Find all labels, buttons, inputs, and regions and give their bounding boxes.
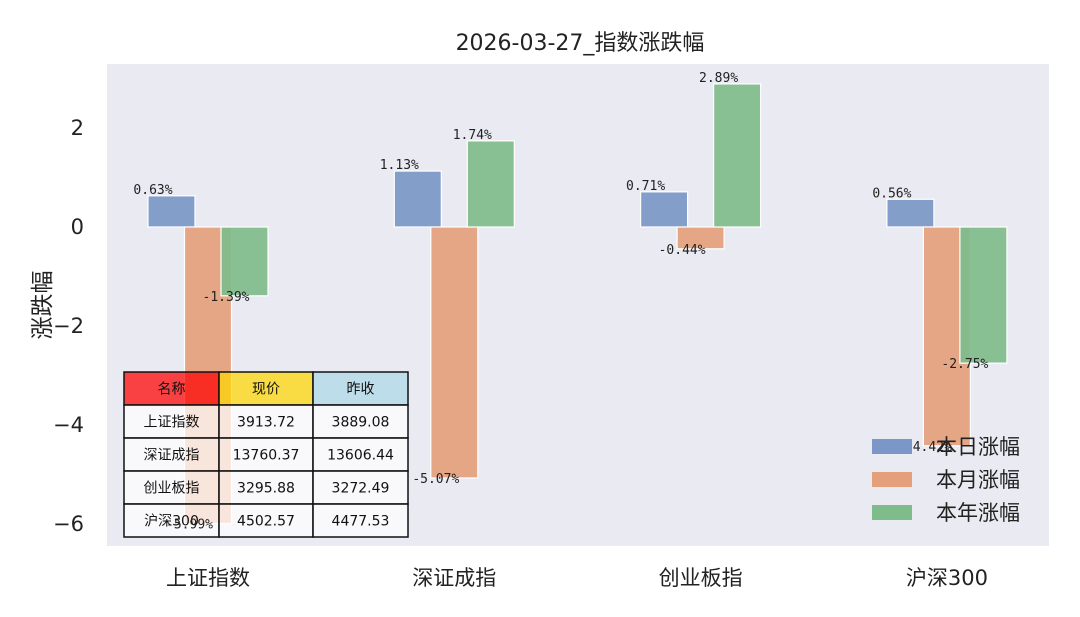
- table-header-text: 昨收: [347, 382, 375, 398]
- table-cell-text: 4502.57: [237, 514, 295, 530]
- table-header-cell: [312, 371, 409, 406]
- table-cell-text: 上证指数: [144, 415, 200, 431]
- table-cell-text: 深证成指: [144, 448, 200, 464]
- bar: [886, 198, 935, 228]
- bar: [147, 195, 196, 228]
- table-header-cell: [218, 371, 314, 406]
- data-label: 1.13%: [380, 158, 419, 173]
- table-cell: [218, 503, 314, 538]
- table-cell-text: 3889.08: [332, 415, 390, 431]
- table-header-text: 名称: [158, 382, 186, 398]
- legend-swatch: [872, 439, 912, 454]
- bar: [220, 226, 269, 297]
- legend-label: 本日涨幅: [936, 435, 1020, 459]
- legend-swatch: [872, 505, 912, 520]
- legend-swatch: [872, 472, 912, 487]
- bar: [712, 83, 762, 228]
- y-axis-label: 涨跌幅: [30, 271, 56, 340]
- table-cell-text: 13606.44: [327, 448, 394, 464]
- table-cell-text: 13760.37: [233, 448, 300, 464]
- table-cell: [312, 503, 409, 538]
- table-cell: [123, 470, 220, 505]
- table-cell-text: 3272.49: [332, 481, 390, 497]
- data-label: -1.39%: [203, 290, 250, 305]
- x-tick-label: 沪深300: [906, 566, 988, 590]
- bar: [959, 226, 1008, 364]
- table-cell: [123, 404, 220, 439]
- x-tick-label: 上证指数: [166, 566, 250, 590]
- bar: [466, 140, 515, 228]
- data-labels: 0.63% 1.13% 0.71% 0.56% -5.99% -5.07% -0.44% -4…: [133, 71, 988, 533]
- table-cell-text: 沪深300: [144, 514, 199, 530]
- table-cell: [218, 404, 314, 439]
- y-tick-label: −4: [53, 413, 84, 437]
- bar: [430, 226, 479, 479]
- x-tick-label: 创业板指: [659, 566, 743, 590]
- legend-label: 本年涨幅: [936, 501, 1020, 525]
- bar: [639, 191, 689, 228]
- y-ticks: −6 −4 −2 0 2: [53, 116, 84, 536]
- x-tick-label: 深证成指: [412, 566, 496, 590]
- table-cell-text: 创业板指: [144, 481, 200, 497]
- table-cell: [123, 437, 220, 472]
- data-label: -4.42%: [905, 440, 952, 455]
- data-label: -5.07%: [412, 472, 459, 487]
- table-cell: [312, 404, 409, 439]
- table-cell-text: 3913.72: [237, 415, 295, 431]
- data-label: 0.56%: [872, 186, 911, 201]
- y-tick-label: −6: [53, 512, 84, 536]
- chart-title: 2026-03-27_指数涨跌幅: [456, 31, 705, 56]
- table-cell-text: 4477.53: [332, 514, 390, 530]
- data-label: -2.75%: [941, 357, 988, 372]
- table-cell: [123, 503, 220, 538]
- table-header-text: 现价: [252, 382, 280, 398]
- data-label: 0.63%: [133, 183, 172, 198]
- bar: [676, 226, 725, 250]
- y-tick-label: 2: [71, 116, 84, 140]
- legend-label: 本月涨幅: [936, 468, 1020, 492]
- data-label: -0.44%: [659, 243, 706, 258]
- table-cell-text: 3295.88: [237, 481, 295, 497]
- data-label: 1.74%: [453, 128, 492, 143]
- data-label: -5.99%: [166, 518, 213, 533]
- data-label: 2.89%: [699, 71, 738, 86]
- data-label: 0.71%: [626, 179, 665, 194]
- y-tick-label: −2: [53, 314, 84, 338]
- x-ticks: 上证指数 深证成指 创业板指 沪深300: [166, 566, 988, 590]
- table-cell: [218, 470, 314, 505]
- y-tick-label: 0: [71, 215, 84, 239]
- bar: [393, 170, 442, 228]
